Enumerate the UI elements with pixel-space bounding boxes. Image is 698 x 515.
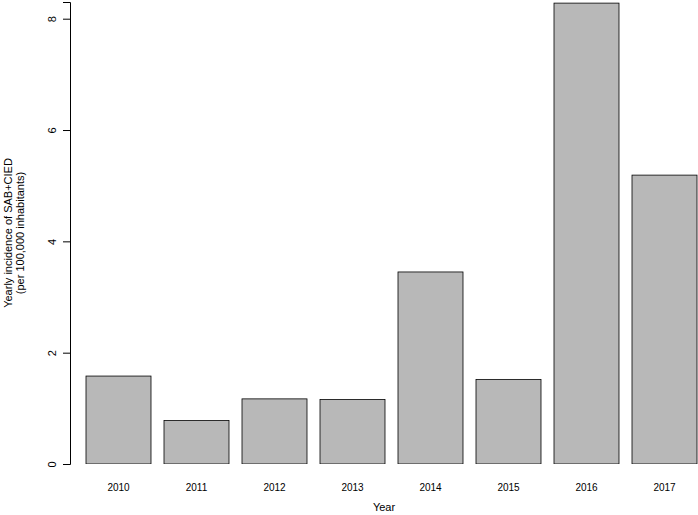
- y-tick: 8: [46, 16, 70, 22]
- bar: [86, 376, 151, 464]
- bar: [554, 3, 619, 464]
- x-tick: 2015: [497, 482, 520, 493]
- y-axis: 0 2 4 6 8: [46, 3, 71, 468]
- y-tick-mark: [63, 464, 70, 465]
- y-tick: 2: [46, 350, 70, 356]
- x-tick-label: 2017: [653, 482, 676, 493]
- y-tick-label: 6: [46, 127, 58, 133]
- bar: [242, 399, 307, 464]
- bar: [320, 399, 385, 464]
- y-tick-label: 0: [46, 461, 58, 467]
- y-tick-mark: [63, 130, 70, 131]
- y-tick: 4: [46, 239, 70, 245]
- y-tick-label: 8: [46, 16, 58, 22]
- x-tick: 2016: [575, 482, 598, 493]
- x-tick: 2017: [653, 482, 676, 493]
- y-tick: 0: [46, 461, 70, 467]
- y-axis-line: [63, 3, 71, 465]
- y-tick: 6: [46, 127, 70, 133]
- x-axis: 2010 2011 2012 2013 2014 2015 2016 2017: [107, 482, 676, 493]
- x-tick-label: 2015: [497, 482, 520, 493]
- x-tick-label: 2013: [341, 482, 364, 493]
- x-tick: 2014: [419, 482, 442, 493]
- x-tick-label: 2016: [575, 482, 598, 493]
- y-axis-title: (per 100,000 inhabitants): [14, 172, 26, 294]
- bar: [164, 421, 229, 464]
- x-tick-label: 2010: [107, 482, 130, 493]
- x-tick: 2010: [107, 482, 130, 493]
- bar: [632, 175, 697, 464]
- y-tick-mark: [63, 241, 70, 242]
- y-tick-mark: [63, 353, 70, 354]
- x-tick: 2012: [263, 482, 286, 493]
- bar: [476, 379, 541, 464]
- x-tick: 2011: [186, 482, 208, 493]
- bars: [86, 3, 697, 464]
- x-tick-label: 2014: [419, 482, 442, 493]
- y-tick-label: 2: [46, 350, 58, 356]
- x-axis-title: Year: [373, 501, 396, 513]
- x-tick: 2013: [341, 482, 364, 493]
- y-tick-mark: [63, 19, 70, 20]
- x-tick-label: 2012: [263, 482, 286, 493]
- x-tick-label: 2011: [186, 482, 208, 493]
- bar: [398, 272, 463, 464]
- y-tick-label: 4: [46, 239, 58, 245]
- chart: 0 2 4 6 8 2010 2011 2012 2013 2014 2015 2016 2017 Yea…: [0, 0, 698, 515]
- y-axis-title: Yearly incidence of SAB+CIED: [2, 158, 14, 308]
